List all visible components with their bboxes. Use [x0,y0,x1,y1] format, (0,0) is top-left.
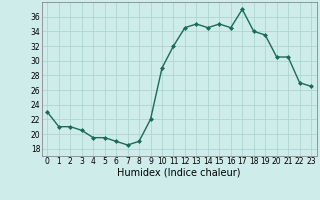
X-axis label: Humidex (Indice chaleur): Humidex (Indice chaleur) [117,168,241,178]
